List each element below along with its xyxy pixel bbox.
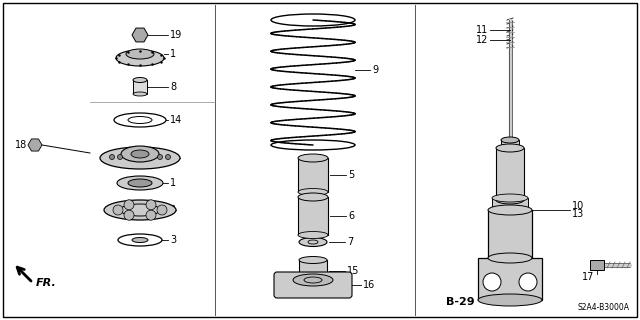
Ellipse shape xyxy=(488,205,532,215)
Ellipse shape xyxy=(121,146,159,162)
Circle shape xyxy=(124,210,134,220)
Circle shape xyxy=(519,273,537,291)
Text: 15: 15 xyxy=(347,266,360,276)
Ellipse shape xyxy=(496,196,524,204)
Circle shape xyxy=(483,273,501,291)
Ellipse shape xyxy=(128,179,152,187)
Ellipse shape xyxy=(132,237,148,243)
Text: B-29: B-29 xyxy=(445,297,474,307)
Text: S2A4-B3000A: S2A4-B3000A xyxy=(578,303,630,313)
Circle shape xyxy=(146,210,156,220)
Ellipse shape xyxy=(299,257,327,263)
Ellipse shape xyxy=(293,274,333,286)
Ellipse shape xyxy=(126,49,154,59)
Text: 13: 13 xyxy=(572,209,584,219)
Bar xyxy=(590,260,604,270)
Ellipse shape xyxy=(299,237,327,246)
Ellipse shape xyxy=(298,188,328,196)
Ellipse shape xyxy=(131,150,149,158)
Ellipse shape xyxy=(492,194,528,202)
Circle shape xyxy=(118,155,122,159)
Text: 18: 18 xyxy=(15,140,28,150)
Ellipse shape xyxy=(488,253,532,263)
Text: 9: 9 xyxy=(372,65,378,75)
Text: 5: 5 xyxy=(348,170,355,180)
Bar xyxy=(298,158,328,192)
Ellipse shape xyxy=(299,279,327,285)
Text: 19: 19 xyxy=(170,30,182,40)
Ellipse shape xyxy=(133,77,147,83)
Text: 6: 6 xyxy=(348,211,354,221)
Ellipse shape xyxy=(298,231,328,238)
Bar xyxy=(501,140,519,150)
Text: 4: 4 xyxy=(170,205,176,215)
Text: 1: 1 xyxy=(170,178,176,188)
Text: 3: 3 xyxy=(170,235,176,245)
Bar xyxy=(298,197,328,235)
Bar xyxy=(133,80,147,94)
Ellipse shape xyxy=(133,92,147,96)
FancyBboxPatch shape xyxy=(274,272,352,298)
Ellipse shape xyxy=(117,176,163,190)
Ellipse shape xyxy=(100,147,180,169)
Circle shape xyxy=(157,205,167,215)
Ellipse shape xyxy=(116,50,164,66)
Text: 11: 11 xyxy=(476,25,488,35)
Circle shape xyxy=(124,200,134,210)
Circle shape xyxy=(166,155,170,159)
Circle shape xyxy=(113,205,123,215)
Ellipse shape xyxy=(478,294,542,306)
Text: 8: 8 xyxy=(170,82,176,92)
Text: 14: 14 xyxy=(170,115,182,125)
Ellipse shape xyxy=(501,137,519,143)
Circle shape xyxy=(157,155,163,159)
Bar xyxy=(492,198,528,212)
Bar xyxy=(496,148,524,200)
Bar xyxy=(478,258,542,300)
Ellipse shape xyxy=(298,193,328,201)
Circle shape xyxy=(146,200,156,210)
Ellipse shape xyxy=(104,200,176,220)
Text: 17: 17 xyxy=(582,272,594,282)
Text: 16: 16 xyxy=(363,280,375,290)
Text: 10: 10 xyxy=(572,201,584,211)
Bar xyxy=(299,260,327,282)
Text: 1: 1 xyxy=(170,49,176,59)
Ellipse shape xyxy=(298,154,328,162)
Text: 7: 7 xyxy=(347,237,353,247)
Text: FR.: FR. xyxy=(36,278,57,288)
Text: 12: 12 xyxy=(476,35,488,45)
Circle shape xyxy=(109,155,115,159)
Text: 2: 2 xyxy=(170,153,176,163)
Ellipse shape xyxy=(496,144,524,152)
Bar xyxy=(488,210,532,260)
